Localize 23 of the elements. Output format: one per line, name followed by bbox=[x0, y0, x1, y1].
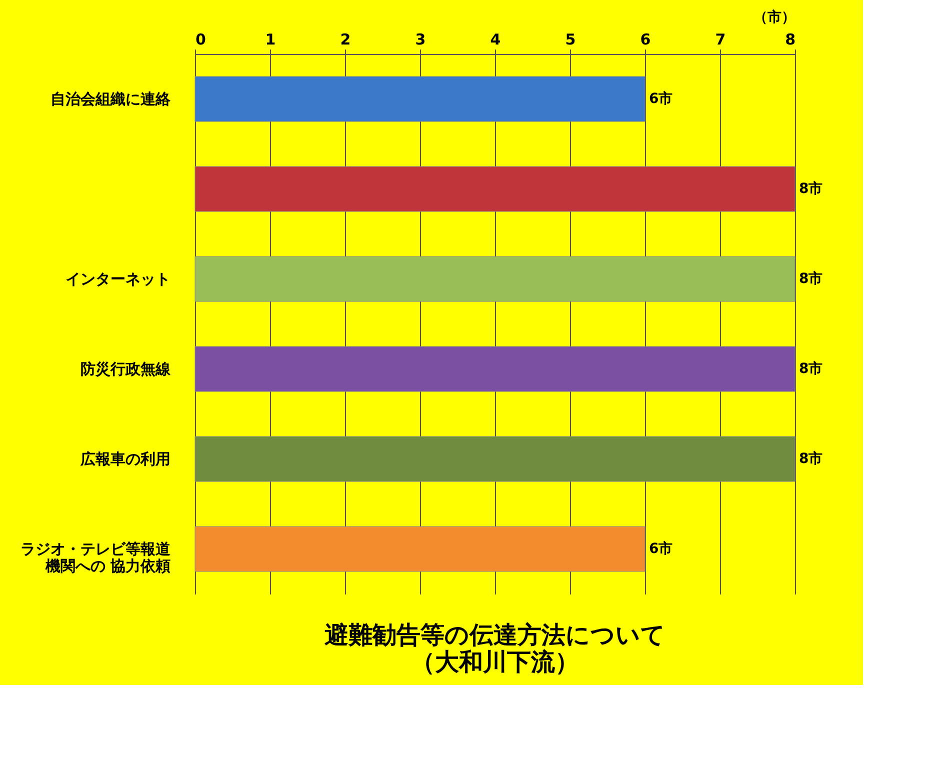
y-tick-label: 広報車の利用 bbox=[80, 450, 170, 468]
y-tick-label: 自治会組織に連絡 bbox=[50, 90, 172, 108]
y-tick-label: インターネット bbox=[66, 270, 170, 288]
x-tick-label: 3 bbox=[415, 30, 426, 48]
y-tick-label: ラジオ・テレビ等報道機関への 協力依頼 bbox=[20, 540, 172, 575]
text: （大和川下流） bbox=[411, 648, 579, 676]
x-tick-label: 1 bbox=[265, 30, 276, 48]
data-label: 6市 bbox=[649, 540, 673, 557]
data-label: 8市 bbox=[799, 450, 823, 467]
data-label: 6市 bbox=[649, 90, 673, 107]
y-tick-label: 防災行政無線 bbox=[80, 360, 172, 378]
x-tick-label: 5 bbox=[565, 30, 576, 48]
data-label: 8市 bbox=[799, 270, 823, 287]
x-tick-label: 8 bbox=[785, 30, 796, 48]
x-tick-label: 6 bbox=[640, 30, 651, 48]
x-tick-label: 4 bbox=[490, 30, 501, 48]
data-label: 8市 bbox=[799, 180, 823, 197]
x-axis-title: （市） bbox=[754, 8, 796, 26]
x-tick-label: 2 bbox=[340, 30, 351, 48]
x-tick-label: 7 bbox=[715, 30, 726, 48]
data-label: 8市 bbox=[799, 360, 823, 377]
text: 避難勧告等の伝達方法について bbox=[324, 621, 666, 649]
x-tick-label: 0 bbox=[196, 30, 206, 48]
